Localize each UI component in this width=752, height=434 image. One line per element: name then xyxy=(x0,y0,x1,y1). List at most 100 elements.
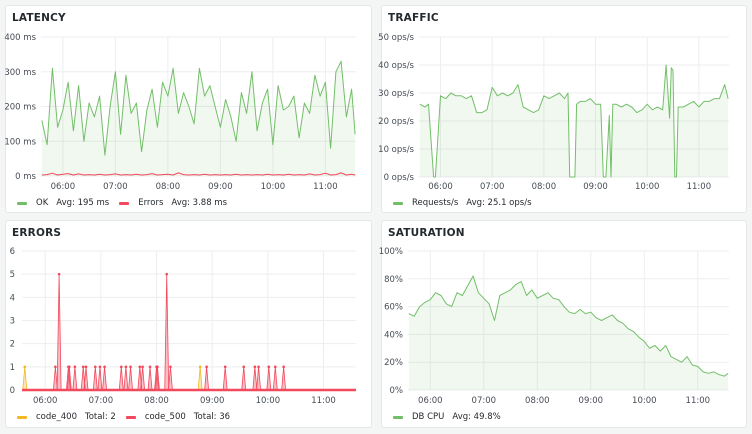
legend-stat: Avg: 195 ms xyxy=(56,198,110,208)
spike-code-500 xyxy=(147,366,153,391)
x-tick-label: 09:00 xyxy=(200,396,225,406)
spike-point-code-500 xyxy=(165,272,169,276)
spike-point-code-500 xyxy=(84,365,88,369)
x-tick-label: 10:00 xyxy=(256,396,281,406)
series-line-ok xyxy=(41,60,356,156)
x-tick-label: 11:00 xyxy=(311,396,336,406)
y-tick-label: 10 ops/s xyxy=(378,145,414,155)
y-tick-label: 80% xyxy=(384,275,403,285)
spike-code-500 xyxy=(56,274,62,391)
y-tick-label: 40% xyxy=(384,330,403,340)
x-tick-label: 11:00 xyxy=(687,182,712,192)
spike-point-code-500 xyxy=(148,365,152,369)
legend-stat: Avg: 25.1 ops/s xyxy=(466,198,532,208)
spike-point-code-500 xyxy=(93,365,97,369)
spike-code-500 xyxy=(83,366,89,391)
series-area-requests-s xyxy=(419,65,729,177)
legend-swatch-code-500 xyxy=(125,415,136,419)
legend-swatch-errors xyxy=(119,201,130,205)
y-tick-label: 4 xyxy=(10,293,15,303)
spike-code-500 xyxy=(128,366,133,391)
spike-code-500 xyxy=(204,366,210,391)
spike-point-code-500 xyxy=(205,365,208,369)
series-line-requests-s xyxy=(419,64,729,178)
y-tick-label: 100 ms xyxy=(4,137,36,147)
y-tick-label: 0% xyxy=(390,386,404,396)
y-tick-label: 20% xyxy=(384,358,403,368)
spike-point-code-500 xyxy=(68,365,71,369)
spike-point-code-500 xyxy=(54,365,57,369)
spike-point-code-400 xyxy=(198,365,202,369)
spike-code-400 xyxy=(197,366,203,391)
spike-point-code-500 xyxy=(282,365,285,369)
spike-point-code-500 xyxy=(273,365,277,369)
legend-swatch-code-400 xyxy=(17,415,27,419)
spike-code-500 xyxy=(168,366,173,391)
y-tick-label: 2 xyxy=(10,340,15,350)
spike-code-500 xyxy=(72,366,78,391)
y-tick-label: 40 ops/s xyxy=(378,61,414,71)
spike-code-500 xyxy=(123,366,129,391)
spike-point-code-500 xyxy=(103,365,106,369)
legend: OK Avg: 195 ms Errors Avg: 3.88 ms xyxy=(17,198,237,208)
legend-item-ok[interactable]: OK xyxy=(36,198,49,208)
legend: DB CPU Avg: 49.8% xyxy=(393,412,511,422)
x-tick-label: 10:00 xyxy=(635,182,660,192)
panel-title: TRAFFIC xyxy=(388,12,439,24)
series-line-errors xyxy=(41,172,356,176)
panel-title: LATENCY xyxy=(12,12,66,24)
legend: code_400 Total: 2 code_500 Total: 36 xyxy=(17,412,240,422)
y-tick-label: 400 ms xyxy=(4,33,36,43)
y-tick-label: 200 ms xyxy=(4,103,36,113)
spike-point-code-500 xyxy=(253,365,257,369)
spike-point-code-500 xyxy=(257,365,260,369)
spike-code-500 xyxy=(164,274,170,391)
spike-point-code-500 xyxy=(242,365,246,369)
legend-item-errors[interactable]: Errors xyxy=(138,198,164,208)
spike-code-500 xyxy=(222,366,228,391)
spike-code-500 xyxy=(118,366,124,391)
legend-swatch-ok xyxy=(17,201,27,205)
spike-point-code-500 xyxy=(73,365,77,369)
series-line-db-cpu xyxy=(408,275,729,377)
x-tick-label: 06:00 xyxy=(418,396,443,406)
legend-stat: Avg: 3.88 ms xyxy=(171,198,228,208)
legend-item-requests[interactable]: Requests/s xyxy=(412,198,459,208)
spike-point-code-500 xyxy=(141,365,144,369)
x-tick-label: 07:00 xyxy=(89,396,114,406)
x-tick-label: 11:00 xyxy=(313,182,338,192)
x-tick-label: 08:00 xyxy=(525,396,550,406)
y-tick-label: 0 ops/s xyxy=(384,173,415,183)
spike-point-code-500 xyxy=(129,365,132,369)
x-tick-label: 08:00 xyxy=(144,396,169,406)
y-tick-label: 0 xyxy=(10,386,15,396)
spike-point-code-500 xyxy=(98,365,102,369)
y-tick-label: 5 xyxy=(10,270,15,280)
spike-code-500 xyxy=(140,366,146,391)
x-tick-label: 07:00 xyxy=(472,396,497,406)
spike-code-500 xyxy=(281,366,287,391)
x-tick-label: 09:00 xyxy=(579,396,604,406)
spike-point-code-500 xyxy=(223,365,227,369)
legend-item-db-cpu[interactable]: DB CPU xyxy=(412,412,445,422)
legend-stat: Avg: 49.8% xyxy=(452,412,501,422)
y-tick-label: 300 ms xyxy=(4,68,36,78)
spike-code-500 xyxy=(256,366,262,391)
x-tick-label: 07:00 xyxy=(480,182,505,192)
spike-point-code-500 xyxy=(169,365,172,369)
spike-point-code-500 xyxy=(138,365,142,369)
legend-item-code-500[interactable]: code_500 xyxy=(144,412,186,422)
traffic-panel: TRAFFIC Requests/s Avg: 25.1 ops/s xyxy=(381,5,747,213)
panel-title: ERRORS xyxy=(12,227,62,239)
y-tick-label: 0 ms xyxy=(15,172,36,182)
spike-code-500 xyxy=(92,366,98,391)
panel-title: SATURATION xyxy=(388,227,465,239)
legend-item-code-400[interactable]: code_400 xyxy=(36,412,77,422)
legend: Requests/s Avg: 25.1 ops/s xyxy=(393,198,542,208)
x-tick-label: 07:00 xyxy=(103,182,128,192)
legend-stat: Total: 36 xyxy=(193,412,231,422)
spike-point-code-500 xyxy=(57,272,61,276)
x-tick-label: 09:00 xyxy=(583,182,608,192)
spike-point-code-500 xyxy=(156,365,159,369)
